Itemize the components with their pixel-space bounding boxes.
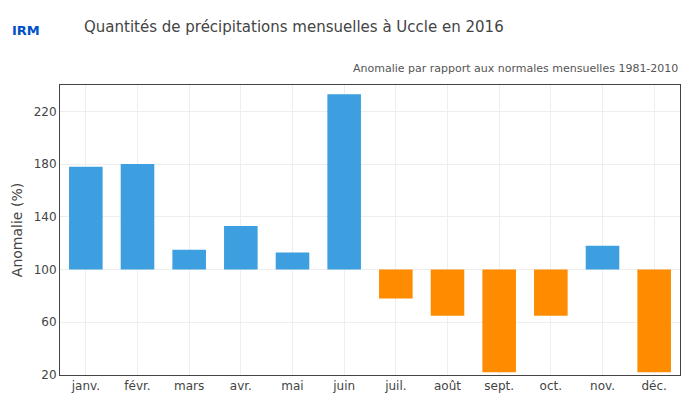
svg-text:oct.: oct. xyxy=(540,379,562,393)
svg-text:avr.: avr. xyxy=(230,379,252,393)
svg-text:nov.: nov. xyxy=(590,379,615,393)
svg-text:juin: juin xyxy=(332,379,355,393)
svg-text:IRM: IRM xyxy=(12,23,40,38)
svg-text:août: août xyxy=(434,379,461,393)
svg-text:180: 180 xyxy=(34,157,57,171)
svg-text:Anomalie (%): Anomalie (%) xyxy=(9,183,25,277)
svg-text:Anomalie par rapport aux norma: Anomalie par rapport aux normales mensue… xyxy=(353,62,678,75)
svg-text:déc.: déc. xyxy=(641,379,666,393)
svg-text:févr.: févr. xyxy=(124,379,150,393)
svg-text:mai: mai xyxy=(281,379,303,393)
svg-text:140: 140 xyxy=(34,210,57,224)
svg-text:juil.: juil. xyxy=(384,379,406,393)
svg-text:sept.: sept. xyxy=(484,379,514,393)
svg-text:Quantités de précipitations me: Quantités de précipitations mensuelles à… xyxy=(84,18,504,36)
svg-text:60: 60 xyxy=(41,315,56,329)
svg-text:janv.: janv. xyxy=(71,379,100,393)
svg-text:220: 220 xyxy=(34,105,57,119)
svg-text:100: 100 xyxy=(34,263,57,277)
svg-text:20: 20 xyxy=(41,368,56,382)
svg-text:mars: mars xyxy=(174,379,204,393)
